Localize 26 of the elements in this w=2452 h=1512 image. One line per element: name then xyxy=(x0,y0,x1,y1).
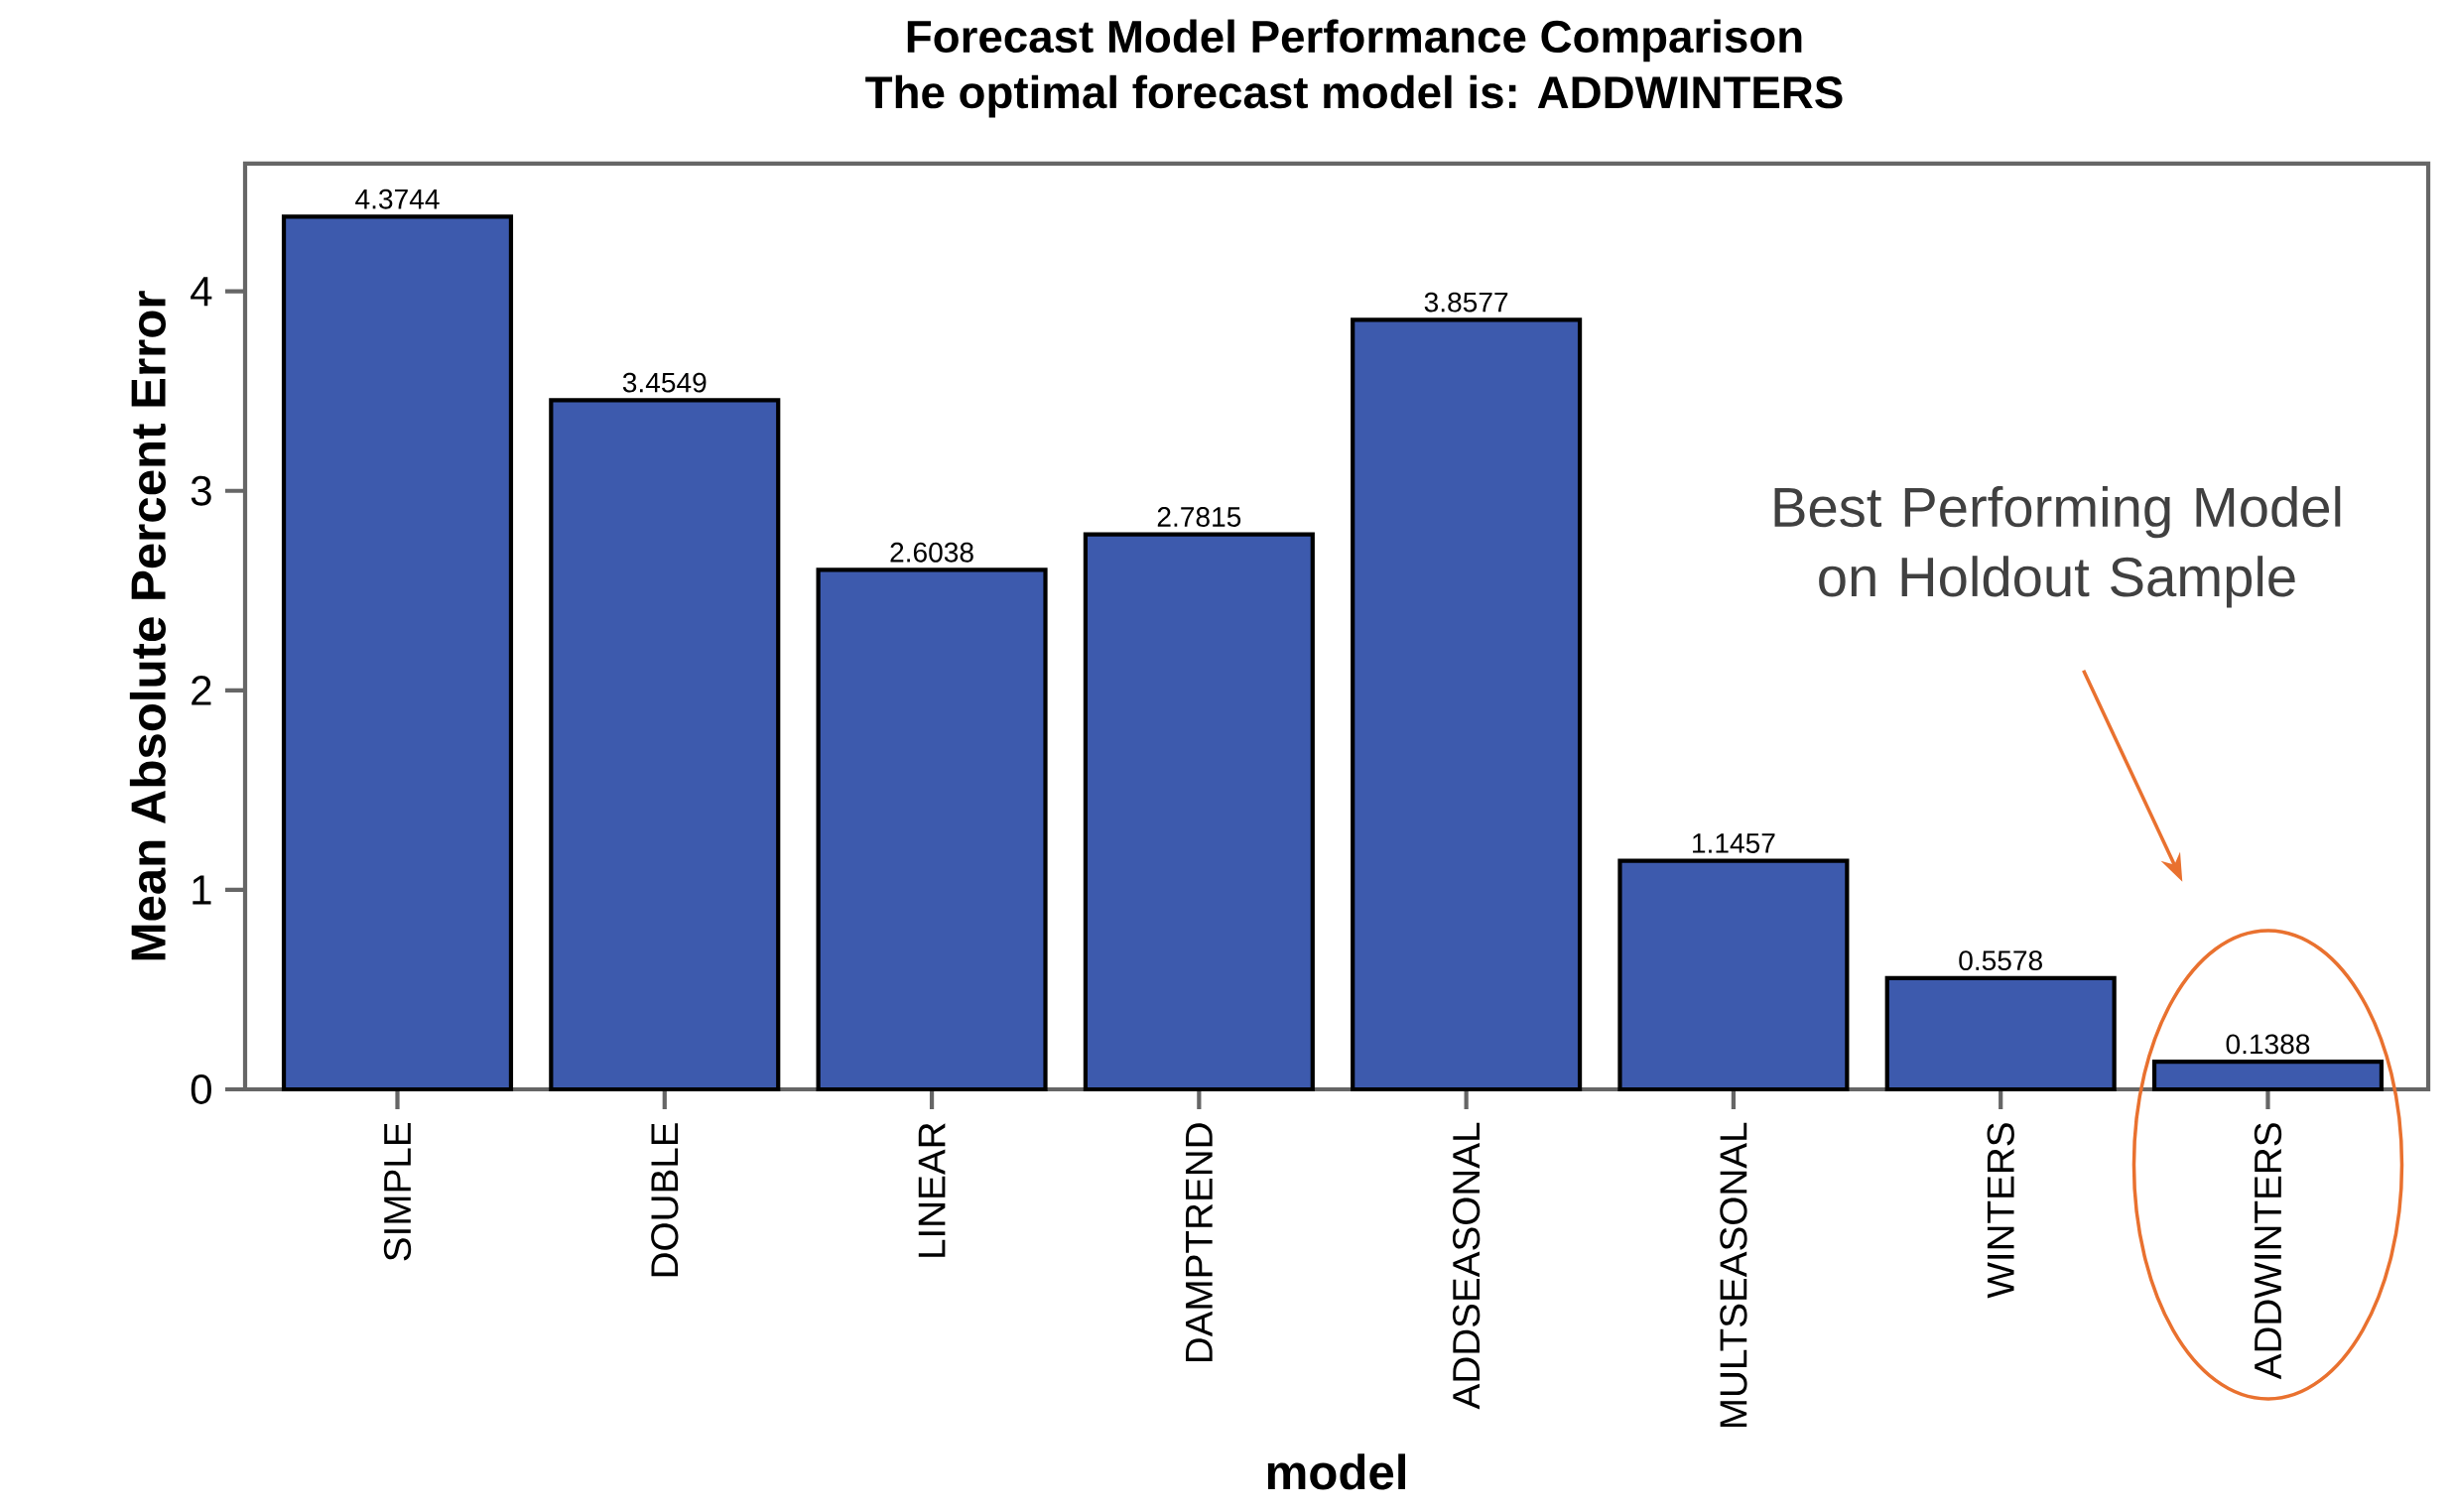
y-tick-label: 3 xyxy=(191,475,211,506)
x-tick-label: MULTSEASONAL xyxy=(1720,1122,1747,1428)
data-label: 3.8577 xyxy=(1424,292,1508,313)
data-label: 2.6038 xyxy=(890,542,973,563)
data-label: 4.3744 xyxy=(355,189,440,209)
y-tick-label: 4 xyxy=(191,277,212,307)
data-label: 2.7815 xyxy=(1157,507,1241,527)
y-tick-label: 2 xyxy=(192,676,211,705)
x-tick-label: WINTERS xyxy=(1987,1123,2014,1299)
x-tick-label: ADDSEASONAL xyxy=(1452,1122,1481,1410)
x-axis-title: model xyxy=(1267,1453,1405,1490)
chart-title: Forecast Model Performance Comparison xyxy=(907,19,1802,63)
x-tick-label: SIMPLE xyxy=(383,1123,412,1261)
y-tick-label: 1 xyxy=(193,875,211,905)
annotation: Best Performing Model on Holdout Sample xyxy=(1774,485,2341,608)
data-label: 0.1388 xyxy=(2226,1034,2310,1055)
data-label: 0.5578 xyxy=(1959,950,2042,971)
y-axis-title: Mean Absolute Percent Error xyxy=(129,291,167,960)
data-label: 3.4549 xyxy=(622,372,707,393)
chart-subtitle: The optimal forecast model is: ADDWINTERS xyxy=(865,74,1843,118)
x-tick-label: LINEAR xyxy=(918,1123,946,1257)
x-tick-label: ADDWINTERS xyxy=(2254,1123,2282,1380)
x-tick-label: DAMPTREND xyxy=(1186,1123,1213,1362)
y-tick-label: 0 xyxy=(191,1074,211,1104)
x-tick-label: DOUBLE xyxy=(651,1123,679,1277)
data-label: 1.1457 xyxy=(1693,833,1775,853)
